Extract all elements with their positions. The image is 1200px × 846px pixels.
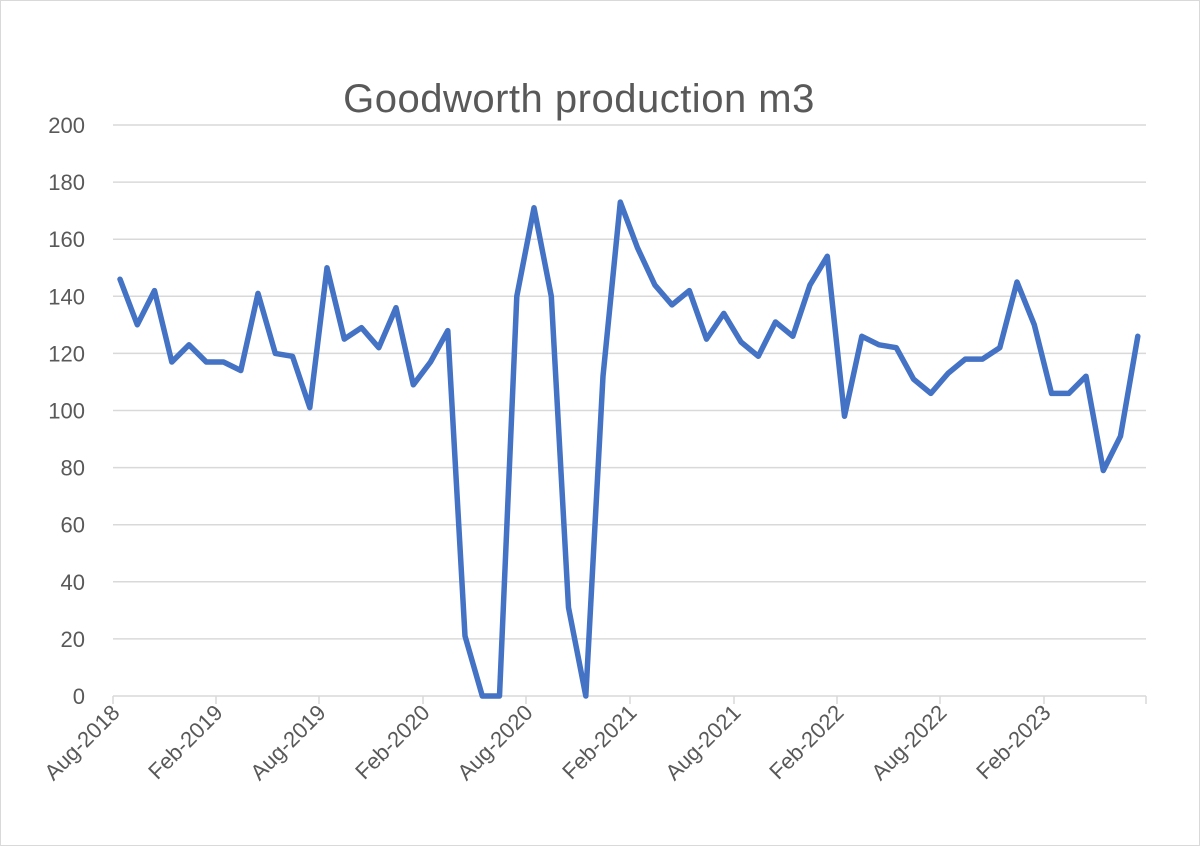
x-tick-label: Feb-2022 xyxy=(764,700,848,784)
x-tick-label: Feb-2019 xyxy=(143,700,227,784)
x-tick-label: Aug-2019 xyxy=(245,700,330,785)
y-axis-tick-labels: 0 20 40 60 80 100 120 140 160 180 200 xyxy=(48,113,85,709)
y-tick-label: 100 xyxy=(48,399,85,424)
y-tick-label: 0 xyxy=(73,684,85,709)
y-tick-label: 80 xyxy=(61,456,85,481)
x-tick-label: Feb-2023 xyxy=(971,700,1055,784)
x-tick-label: Aug-2018 xyxy=(39,700,124,785)
y-tick-label: 200 xyxy=(48,113,85,138)
x-tick-label: Feb-2020 xyxy=(350,700,434,784)
y-tick-label: 120 xyxy=(48,341,85,366)
y-tick-label: 60 xyxy=(61,513,85,538)
x-axis-tick-labels: Aug-2018 Feb-2019 Aug-2019 Feb-2020 Aug-2020… xyxy=(39,700,1055,785)
x-tick-label: Aug-2020 xyxy=(452,700,537,785)
y-tick-label: 180 xyxy=(48,170,85,195)
series-line-0 xyxy=(117,199,1141,699)
x-tick-label: Feb-2021 xyxy=(557,700,641,784)
x-axis xyxy=(112,695,1147,704)
gridlines xyxy=(113,124,1146,640)
y-tick-label: 160 xyxy=(48,227,85,252)
y-tick-label: 20 xyxy=(61,627,85,652)
x-tick-label: Aug-2022 xyxy=(866,700,951,785)
y-tick-label: 40 xyxy=(61,570,85,595)
y-tick-label: 140 xyxy=(48,284,85,309)
x-tick-label: Aug-2021 xyxy=(660,700,745,785)
series-layer xyxy=(117,199,1141,699)
chart-title: Goodworth production m3 xyxy=(343,77,815,121)
